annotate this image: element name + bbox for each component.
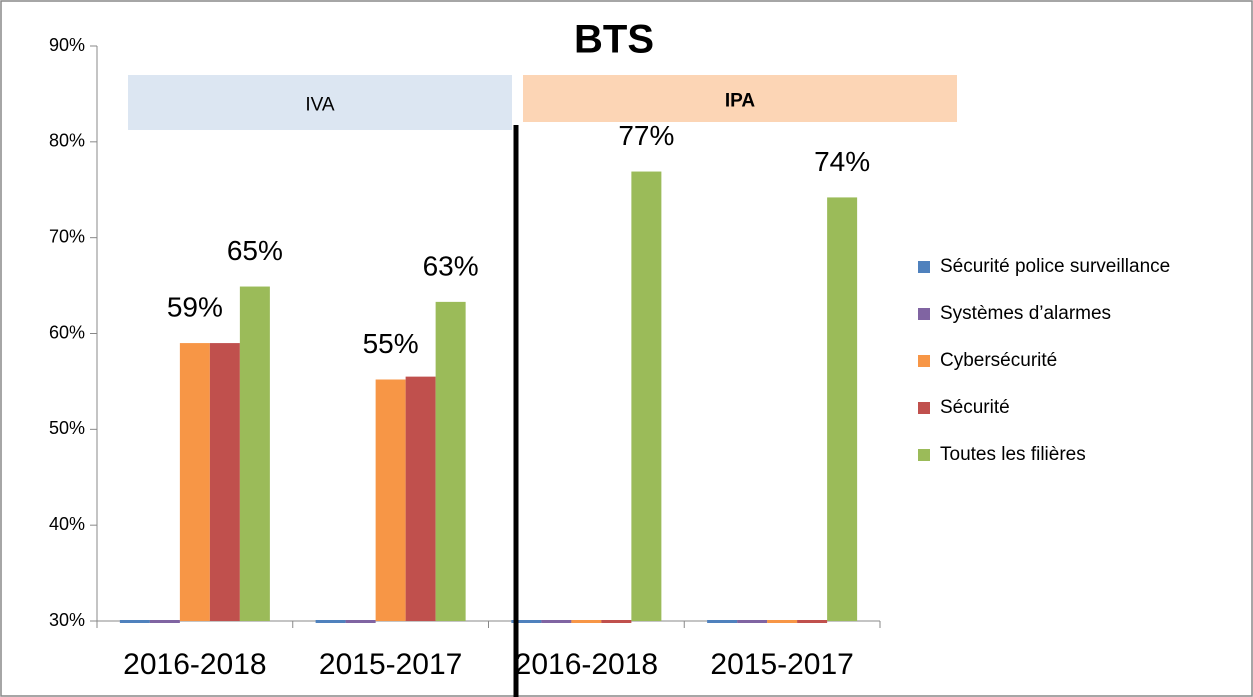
y-tick-label: 30% (49, 610, 85, 630)
bar (149, 620, 180, 623)
bar (707, 620, 738, 623)
chart-title: BTS (574, 18, 654, 62)
bar (345, 620, 376, 623)
bar (209, 343, 240, 621)
value-label: 65% (227, 235, 283, 266)
legend-swatch (918, 308, 930, 320)
bar (435, 301, 466, 621)
legend-label: Cybersécurité (940, 350, 1057, 371)
y-tick-label: 60% (49, 322, 85, 342)
value-label: 74% (814, 146, 870, 177)
value-label: 63% (423, 250, 479, 281)
bar (601, 620, 632, 623)
legend-label: Sécurité police surveillance (940, 256, 1170, 277)
annotation-box (128, 75, 512, 130)
annotation-label: IPA (725, 91, 756, 112)
bar (511, 620, 542, 623)
bar (827, 197, 858, 621)
bar (119, 620, 150, 623)
bar (315, 620, 346, 623)
annotation-label: IVA (305, 95, 335, 116)
bar (405, 376, 436, 621)
x-tick-label: 2015-2017 (319, 648, 462, 681)
bar (797, 620, 828, 623)
x-tick-label: 2016-2018 (515, 648, 658, 681)
bar (541, 620, 572, 623)
value-label: 77% (618, 120, 674, 151)
y-tick-label: 80% (49, 131, 85, 151)
y-tick-label: 70% (49, 226, 85, 246)
legend-swatch (918, 261, 930, 273)
value-label: 59% (167, 291, 223, 322)
value-label: 55% (363, 328, 419, 359)
bar (375, 379, 406, 621)
y-tick-label: 50% (49, 418, 85, 438)
x-tick-label: 2015-2017 (710, 648, 853, 681)
bar (239, 286, 270, 621)
annotation-box (523, 75, 957, 122)
bar (179, 343, 210, 621)
bar (571, 620, 602, 623)
y-tick-label: 40% (49, 514, 85, 534)
bar (737, 620, 768, 623)
legend-swatch (918, 402, 930, 414)
bar (631, 171, 662, 621)
y-tick-label: 90% (49, 35, 85, 55)
legend-label: Toutes les filières (940, 444, 1086, 465)
legend-swatch (918, 355, 930, 367)
bar (767, 620, 798, 623)
legend-swatch (918, 449, 930, 461)
legend-label: Sécurité (940, 397, 1010, 418)
legend-label: Systèmes d’alarmes (940, 303, 1111, 324)
x-tick-label: 2016-2018 (123, 648, 266, 681)
